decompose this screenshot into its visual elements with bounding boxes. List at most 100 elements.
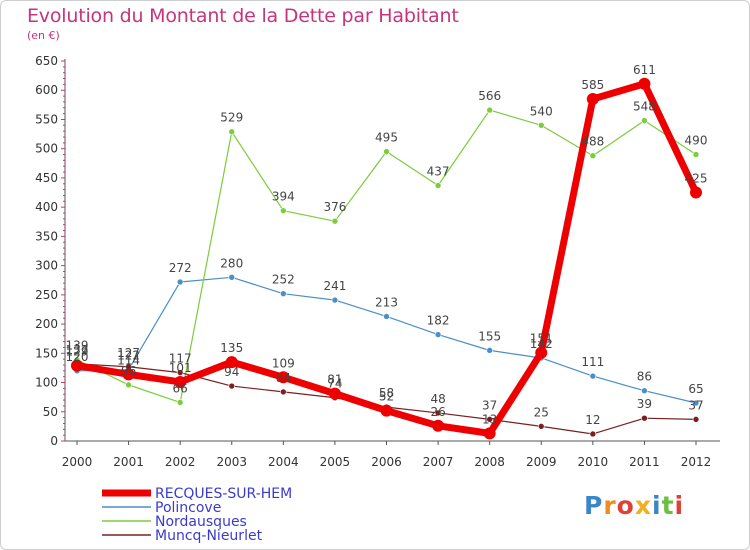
y-tick-label: 200 (35, 317, 58, 331)
data-point-muncq-nieurlet (641, 414, 648, 422)
data-label-muncq-nieurlet: 94 (224, 365, 239, 379)
data-point-nordausques (692, 151, 700, 158)
x-tick-label: 2005 (320, 455, 351, 469)
logo-letter: r (603, 491, 617, 520)
data-label-polincove: 120 (66, 350, 89, 364)
data-label-recques-sur-hem: 109 (272, 356, 295, 370)
data-label-muncq-nieurlet: 39 (637, 397, 652, 411)
data-label-polincove: 155 (478, 329, 501, 343)
logo-letter: P (584, 491, 604, 520)
data-point-nordausques (434, 182, 442, 189)
data-point-nordausques (537, 122, 545, 129)
y-tick-label: 550 (35, 112, 58, 126)
data-label-nordausques: 566 (478, 89, 501, 103)
data-point-muncq-nieurlet (280, 388, 287, 396)
data-label-muncq-nieurlet: 37 (482, 398, 497, 412)
data-label-nordausques: 66 (173, 381, 188, 395)
data-label-polincove: 111 (581, 355, 604, 369)
x-tick-label: 2008 (474, 455, 505, 469)
series-lines (71, 77, 702, 440)
legend: RECQUES-SUR-HEMPolincoveNordausquesMuncq… (102, 486, 292, 544)
x-tick-label: 2002 (165, 455, 196, 469)
x-tick-label: 2006 (371, 455, 402, 469)
data-label-recques-sur-hem: 611 (633, 63, 656, 77)
logo-letter: x (634, 491, 652, 520)
data-label-muncq-nieurlet: 117 (169, 352, 192, 366)
data-point-recques-sur-hem (122, 368, 135, 381)
y-tick-label: 250 (35, 288, 58, 302)
data-label-polincove: 86 (637, 370, 652, 384)
x-tick-label: 2001 (113, 455, 144, 469)
data-point-polincove (383, 313, 390, 320)
data-point-muncq-nieurlet (434, 409, 442, 417)
data-point-polincove (176, 278, 184, 286)
data-label-polincove: 280 (220, 256, 243, 270)
data-label-recques-sur-hem: 81 (327, 373, 342, 387)
data-label-polincove: 252 (272, 273, 295, 287)
data-label-nordausques: 96 (121, 364, 136, 378)
data-point-recques-sur-hem (277, 371, 290, 384)
chart-title: Evolution du Montant de la Dette par Hab… (27, 5, 459, 27)
data-label-recques-sur-hem: 101 (169, 361, 192, 375)
data-point-recques-sur-hem (174, 375, 187, 388)
data-point-muncq-nieurlet (176, 369, 184, 376)
data-point-muncq-nieurlet (537, 423, 545, 430)
data-label-nordausques: 548 (633, 100, 656, 114)
data-point-polincove (280, 290, 287, 297)
data-label-polincove: 241 (323, 279, 346, 293)
data-label-nordausques: 490 (685, 134, 708, 148)
y-tick-label: 450 (35, 171, 58, 185)
y-tick-label: 650 (35, 54, 58, 68)
x-tick-label: 2011 (629, 455, 660, 469)
y-tick-label: 350 (35, 229, 58, 243)
data-point-recques-sur-hem (483, 427, 496, 440)
logo-letter: t (661, 491, 675, 520)
data-point-muncq-nieurlet (692, 416, 700, 423)
data-point-nordausques (176, 399, 184, 406)
y-tick-label: 300 (35, 259, 58, 273)
data-point-recques-sur-hem (586, 93, 599, 105)
data-point-recques-sur-hem (432, 419, 445, 432)
data-label-muncq-nieurlet: 132 (66, 343, 89, 357)
axes: 0 50 100 150 200 250 300 350 400 450 500 550 600 650 2… (35, 54, 720, 469)
data-label-recques-sur-hem: 129 (66, 345, 89, 359)
x-tick-label: 2000 (62, 455, 93, 469)
y-tick-label: 600 (35, 83, 58, 97)
data-label-recques-sur-hem: 151 (530, 332, 553, 346)
data-label-polincove: 142 (530, 337, 553, 351)
data-label-nordausques: 488 (581, 135, 604, 149)
y-tick-label: 500 (35, 142, 58, 156)
data-label-muncq-nieurlet: 25 (534, 405, 549, 419)
x-tick-label: 2009 (526, 455, 557, 469)
logo-letter: i (652, 491, 662, 520)
y-tick-label: 50 (43, 405, 58, 419)
data-point-nordausques (641, 117, 648, 124)
y-tick-label: 150 (35, 346, 58, 360)
data-point-polincove (434, 331, 442, 338)
data-point-muncq-nieurlet (589, 430, 597, 438)
data-label-polincove: 213 (375, 295, 398, 309)
proxiti-logo: Proxiti (584, 491, 684, 520)
data-point-nordausques (280, 207, 287, 214)
legend-label-recques-sur-hem: RECQUES-SUR-HEM (155, 486, 292, 502)
data-point-polincove (641, 387, 648, 395)
data-label-nordausques: 394 (272, 190, 295, 204)
data-label-polincove: 272 (169, 261, 192, 275)
data-label-nordausques: 529 (220, 111, 243, 125)
x-tick-label: 2007 (423, 455, 454, 469)
x-tick-label: 2004 (268, 455, 299, 469)
x-tick-label: 2010 (578, 455, 609, 469)
data-label-recques-sur-hem: 13 (482, 412, 497, 426)
data-label-recques-sur-hem: 114 (117, 353, 140, 367)
data-point-recques-sur-hem (690, 186, 702, 199)
data-point-nordausques (383, 148, 390, 155)
data-point-nordausques (228, 128, 236, 136)
data-point-polincove (692, 399, 700, 407)
legend-label-muncq-nieurlet: Muncq-Nieurlet (155, 528, 263, 544)
y-tick-label: 100 (35, 376, 58, 390)
data-point-polincove (228, 274, 236, 281)
data-point-recques-sur-hem (225, 356, 238, 369)
data-label-nordausques: 376 (323, 200, 346, 214)
data-label-muncq-nieurlet: 58 (379, 386, 394, 400)
